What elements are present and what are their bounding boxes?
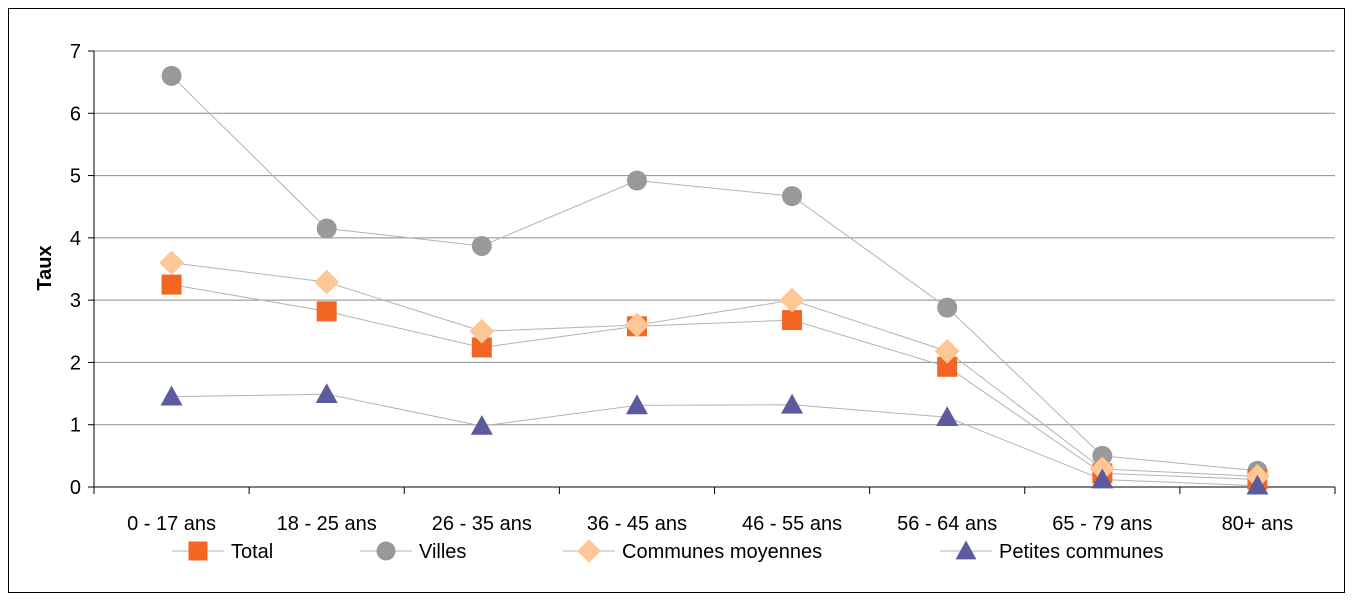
series-line-petites-communes (171, 393, 1258, 487)
series-line-communes-moyennes (171, 262, 1258, 477)
legend-marker-communes-moyennes (577, 539, 601, 563)
data-point-total (316, 301, 337, 322)
legend: Total Villes Communes moyennes Petites comm… (172, 539, 1164, 563)
data-point-villes (937, 297, 958, 318)
data-point-total (782, 310, 803, 331)
data-point-petites-communes (781, 393, 804, 414)
data-point-petites-communes (1246, 474, 1269, 495)
data-point-villes (626, 170, 647, 191)
y-tick-label: 6 (70, 103, 81, 125)
data-point-total (471, 337, 492, 358)
x-tick-label: 46 - 55 ans (742, 513, 842, 535)
legend-label-petites-communes: Petites communes (999, 541, 1164, 563)
y-axis-label: Taux (34, 245, 56, 290)
grid-layer (94, 50, 1335, 426)
data-point-villes (1092, 445, 1113, 466)
data-point-petites-communes (160, 385, 183, 406)
data-point-villes (782, 186, 803, 207)
data-point-petites-communes (936, 406, 959, 427)
y-tick-label: 5 (70, 166, 81, 188)
data-point-villes (161, 65, 182, 86)
y-tick-label: 4 (70, 228, 81, 250)
data-point-petites-communes (625, 394, 648, 415)
data-point-communes-moyennes (159, 250, 184, 276)
y-tick-label: 2 (70, 352, 81, 374)
data-point-total (937, 356, 958, 377)
data-point-villes (471, 235, 492, 256)
x-tick-label: 65 - 79 ans (1052, 513, 1152, 535)
legend-marker-petites-communes (955, 540, 977, 560)
x-tick-label: 26 - 35 ans (432, 513, 532, 535)
data-point-communes-moyennes (314, 269, 340, 295)
data-point-communes-moyennes (779, 287, 805, 313)
y-tick-label: 7 (70, 41, 81, 63)
data-point-petites-communes (315, 383, 338, 403)
legend-label-villes: Villes (419, 541, 466, 563)
x-tick-label: 56 - 64 ans (897, 513, 997, 535)
y-tick-label: 0 (70, 477, 81, 499)
data-point-communes-moyennes (934, 338, 960, 364)
legend-label-communes-moyennes: Communes moyennes (622, 541, 822, 563)
data-point-villes (316, 218, 337, 239)
data-point-petites-communes (1091, 468, 1114, 489)
x-tick-label: 80+ ans (1222, 513, 1294, 535)
y-tick-label: 3 (70, 290, 81, 312)
data-point-petites-communes (470, 414, 493, 435)
y-tick-label: 1 (70, 415, 81, 437)
axis-layer: 0 1 2 3 4 5 6 7 0 - 17 ans 18 - 25 ans 26 - 35 ans… (70, 41, 1336, 535)
data-point-total (161, 274, 182, 295)
series-layer (159, 65, 1270, 495)
x-tick-label: 0 - 17 ans (127, 513, 216, 535)
series-line-total (171, 284, 1258, 481)
data-point-communes-moyennes (624, 312, 650, 338)
x-tick-label: 18 - 25 ans (277, 513, 377, 535)
x-tick-label: 36 - 45 ans (587, 513, 687, 535)
data-point-communes-moyennes (469, 318, 495, 344)
legend-marker-total (188, 541, 208, 561)
legend-marker-villes (376, 541, 396, 561)
series-line-villes (171, 75, 1258, 472)
legend-label-total: Total (231, 541, 273, 563)
